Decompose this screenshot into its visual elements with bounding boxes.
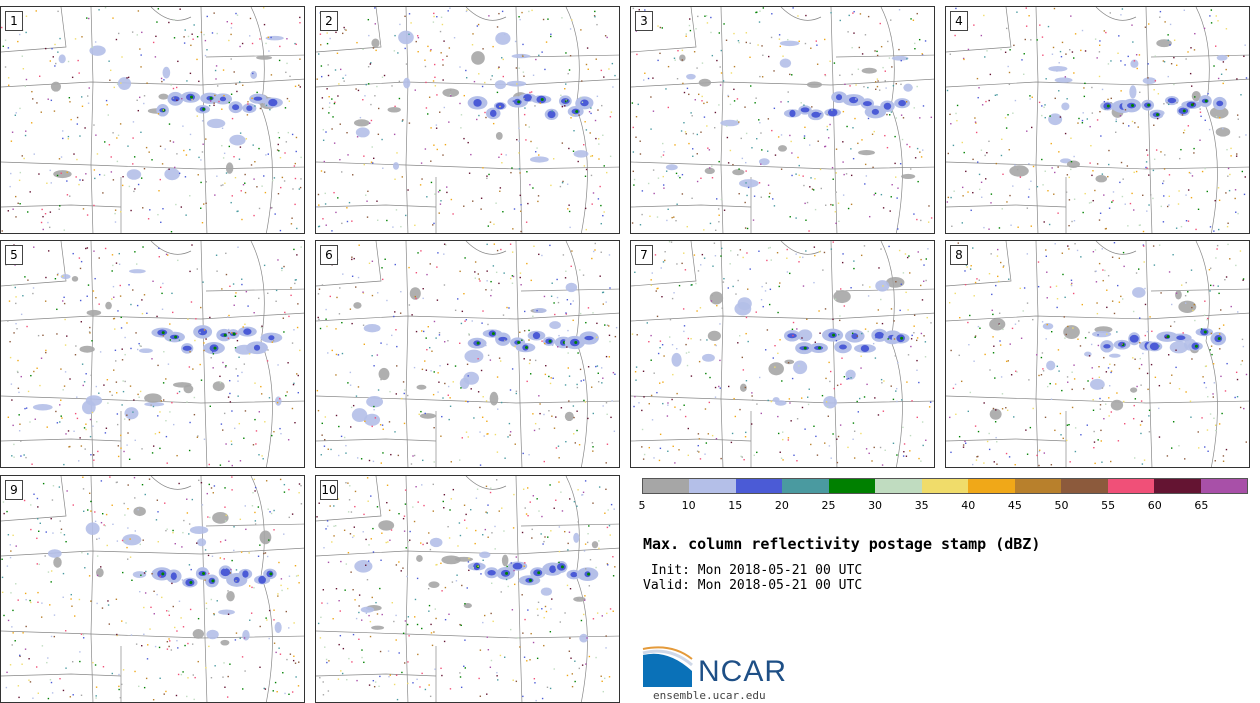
map-image: [946, 7, 1249, 233]
map-panel-6: 6: [315, 240, 620, 468]
colorbar-tick-label: 35: [914, 499, 929, 512]
colorbar-tick-label: 15: [728, 499, 743, 512]
panel-label: 8: [950, 245, 968, 265]
colorbar-tick-label: 55: [1101, 499, 1116, 512]
map-image: [1, 7, 304, 233]
colorbar-segment: [782, 479, 829, 493]
map-panel-8: 8: [945, 240, 1250, 468]
panel-label: 3: [635, 11, 653, 31]
colorbar-segment: [689, 479, 736, 493]
map-panel-10: 10: [315, 475, 620, 703]
panel-label: 10: [320, 480, 338, 500]
colorbar-segment: [1061, 479, 1108, 493]
logo-url: ensemble.ucar.edu: [653, 689, 766, 702]
panel-label: 5: [5, 245, 23, 265]
map-image: [1, 241, 304, 467]
panel-label: 9: [5, 480, 23, 500]
map-image: [316, 7, 619, 233]
colorbar-tick-label: 25: [821, 499, 836, 512]
colorbar-segment: [828, 479, 876, 493]
valid-time: Valid: Mon 2018-05-21 00 UTC: [643, 578, 863, 593]
colorbar-tick-label: 40: [961, 499, 976, 512]
panel-label: 2: [320, 11, 338, 31]
map-panel-7: 7: [630, 240, 935, 468]
map-image: [631, 7, 934, 233]
colorbar-tick-label: 20: [774, 499, 789, 512]
colorbar-tick-label: 50: [1054, 499, 1069, 512]
colorbar-segment: [735, 479, 783, 493]
map-image: [631, 241, 934, 467]
colorbar-segment: [643, 479, 690, 493]
colorbar-tick-label: 65: [1194, 499, 1209, 512]
map-image: [1, 476, 304, 702]
map-image: [316, 241, 619, 467]
figure-title: Max. column reflectivity postage stamp (…: [643, 535, 1041, 553]
colorbar-segment: [875, 479, 922, 493]
map-panel-1: 1: [0, 6, 305, 234]
colorbar-segment: [1014, 479, 1062, 493]
map-image: [316, 476, 619, 702]
map-panel-9: 9: [0, 475, 305, 703]
map-panel-2: 2: [315, 6, 620, 234]
panel-label: 4: [950, 11, 968, 31]
map-panel-5: 5: [0, 240, 305, 468]
map-panel-3: 3: [630, 6, 935, 234]
colorbar-tick-label: 5: [638, 499, 646, 512]
colorbar-segment: [1154, 479, 1201, 493]
colorbar-segment: [921, 479, 969, 493]
colorbar-tick-label: 60: [1147, 499, 1162, 512]
panel-label: 7: [635, 245, 653, 265]
panel-label: 6: [320, 245, 338, 265]
colorbar-segment: [1107, 479, 1155, 493]
map-image: [946, 241, 1249, 467]
colorbar-tick-labels: 5 10 15 20 25 30 35 40 45 50 55 60 65: [638, 499, 1248, 513]
colorbar-segment: [1200, 479, 1248, 493]
colorbar-tick-label: 45: [1007, 499, 1022, 512]
colorbar-tick-label: 10: [681, 499, 696, 512]
colorbar-tick-label: 30: [868, 499, 883, 512]
colorbar-segment: [968, 479, 1015, 493]
logo-wordmark: NCAR: [698, 655, 788, 688]
map-panel-4: 4: [945, 6, 1250, 234]
panel-label: 1: [5, 11, 23, 31]
ncar-logo-icon: [642, 646, 693, 687]
colorbar: [642, 478, 1248, 494]
init-time: Init: Mon 2018-05-21 00 UTC: [643, 563, 863, 578]
